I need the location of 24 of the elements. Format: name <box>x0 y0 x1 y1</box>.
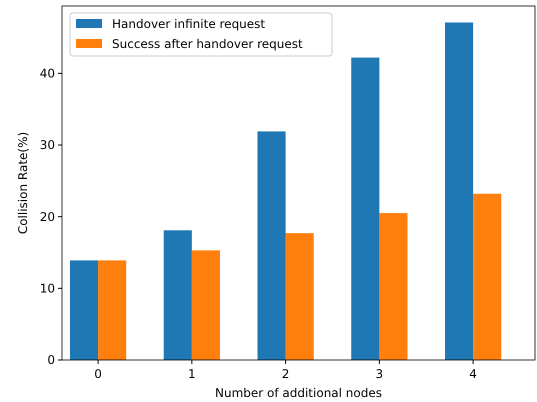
bar <box>379 213 408 360</box>
x-tick-label: 2 <box>282 367 290 381</box>
bar <box>444 22 474 360</box>
legend-label: Success after handover request <box>112 37 303 52</box>
bar <box>192 250 220 360</box>
y-tick-label: 10 <box>40 282 55 296</box>
bar <box>473 194 502 360</box>
y-tick-label: 0 <box>47 353 55 368</box>
bar <box>70 260 98 360</box>
bar <box>351 58 380 360</box>
y-tick-label: 40 <box>40 66 55 81</box>
bar <box>98 260 126 360</box>
x-axis-title: Number of additional nodes <box>214 386 382 400</box>
x-tick-label: 3 <box>376 367 384 381</box>
bar <box>257 131 286 360</box>
x-tick-label: 4 <box>469 367 477 381</box>
bar <box>286 233 314 360</box>
y-tick-label: 20 <box>40 210 55 224</box>
y-tick-label: 30 <box>40 138 55 152</box>
legend-label: Handover infinite request <box>112 17 266 32</box>
x-tick-label: 0 <box>94 367 102 381</box>
bar <box>164 230 192 360</box>
y-axis-title: Collision Rate(%) <box>16 132 30 234</box>
x-tick-label: 1 <box>188 367 196 381</box>
